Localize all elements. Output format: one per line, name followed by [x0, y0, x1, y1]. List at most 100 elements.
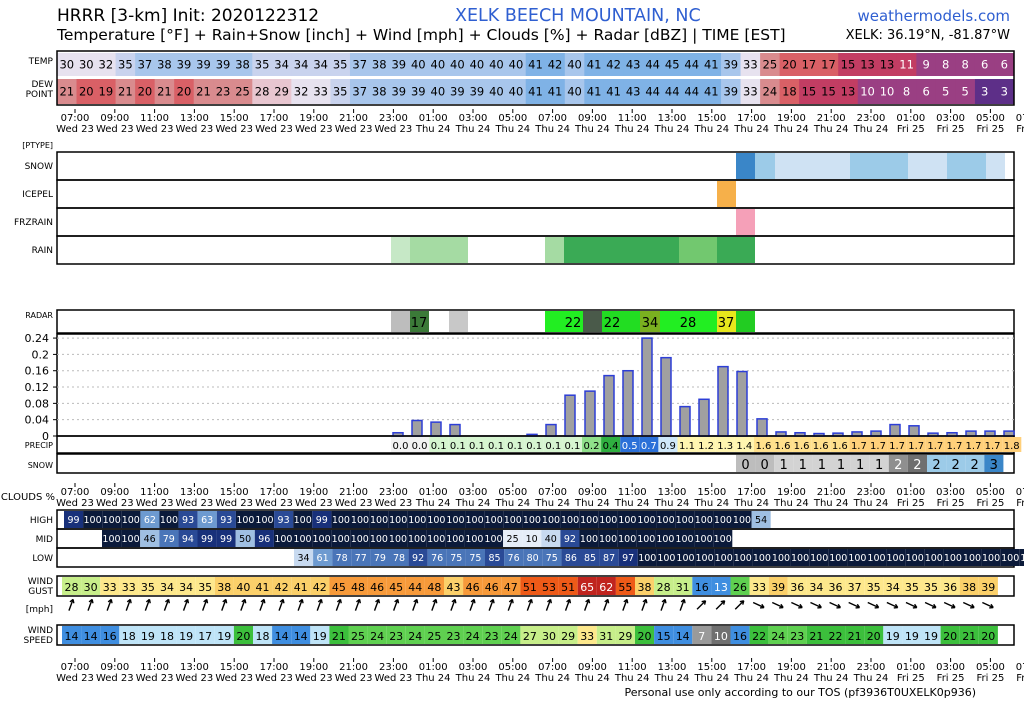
wind-speed-cell — [826, 626, 846, 644]
wind-speed-cell — [692, 626, 712, 644]
dewpoint-cell — [310, 79, 331, 104]
cloud-high-value: 100 — [695, 515, 713, 526]
radar-value: 22 — [604, 316, 621, 331]
temp-value: 8 — [942, 58, 949, 72]
snow-total-cell — [907, 455, 927, 472]
time-axis-mid-day: Thu 24 — [773, 498, 809, 509]
dewpoint-cell — [994, 79, 1015, 104]
dewpoint-value: 21 — [157, 85, 172, 99]
wind-gust-value: 45 — [332, 581, 346, 594]
cloud-low-value: 76 — [508, 553, 520, 564]
wind-arrow-head — [566, 598, 572, 604]
temp-value: 34 — [313, 58, 328, 72]
dewpoint-value: 6 — [922, 85, 929, 99]
wind-speed-cell — [214, 626, 234, 644]
snow-total-cell — [984, 455, 1004, 472]
cloud-mid-value: 100 — [675, 534, 693, 545]
cloud-low-cell — [828, 549, 848, 566]
ptype-snow-block — [850, 153, 908, 179]
cloud-mid-cell — [293, 530, 313, 547]
wind-gust-cell — [635, 577, 655, 595]
cloud-mid-cell — [312, 530, 332, 547]
wind-gust-cell — [539, 577, 559, 595]
time-axis-bottom-day: Wed 23 — [136, 673, 174, 684]
cloud-high-value: 93 — [278, 515, 290, 526]
cloud-high-value: 62 — [144, 515, 156, 526]
cloud-mid-value: 100 — [427, 534, 445, 545]
cloud-high-cell — [675, 511, 695, 528]
dewpoint-value: 40 — [509, 85, 524, 99]
station-coords: XELK: 36.19°N, -81.87°W — [845, 28, 1010, 43]
cloud-mid-cell — [503, 530, 523, 547]
cloud-low-value: 100 — [638, 553, 656, 564]
wind-speed-cell — [138, 626, 158, 644]
wind-arrow-head — [836, 603, 842, 609]
temp-cell — [838, 53, 859, 76]
dewpoint-cell — [974, 79, 995, 104]
snow-total-cell — [755, 455, 775, 472]
cloud-mid-value: 100 — [122, 534, 140, 545]
time-axis-top-day: Thu 24 — [733, 124, 769, 135]
wind-gust-value: 53 — [542, 581, 556, 594]
precip-total-cell — [868, 437, 888, 452]
precip-bar — [584, 390, 596, 437]
wind-speed-value: 30 — [542, 630, 556, 643]
cloud-mid-cell — [235, 530, 255, 547]
temp-value: 39 — [723, 58, 738, 72]
wind-direction-arrow — [771, 601, 784, 609]
wind-gust-label: WIND — [28, 577, 53, 587]
wind-arrow-head — [508, 598, 514, 604]
wind-gust-value: 26 — [733, 581, 747, 594]
cloud-mid-value: 10 — [526, 534, 538, 545]
tos-notice: Personal use only according to our TOS (… — [624, 686, 977, 699]
wind-arrow-head — [145, 598, 151, 604]
wind-speed-cell — [787, 626, 807, 644]
dewpoint-value: 15 — [802, 85, 817, 99]
wind-speed-value: 14 — [84, 630, 98, 643]
wind-direction-arrow — [545, 599, 552, 611]
wind-gust-value: 37 — [848, 581, 862, 594]
cloud-high-value: 100 — [351, 515, 369, 526]
snow-total-value: 3 — [990, 458, 998, 473]
time-axis-mid-time: 07:00 — [61, 487, 90, 498]
dewpoint-value: 41 — [548, 85, 563, 99]
temp-value: 6 — [1001, 58, 1008, 72]
snow-total-value: 1 — [856, 458, 864, 473]
snow-total-value: 1 — [837, 458, 845, 473]
cloud-high-cell — [656, 511, 676, 528]
precip-tick-label: 0.2 — [32, 348, 50, 361]
wind-arrow-head — [874, 603, 880, 609]
cloud-high-value: 100 — [389, 515, 407, 526]
cloud-low-cell — [656, 549, 676, 566]
dewpoint-cell — [564, 79, 585, 104]
wind-speed-value: 19 — [905, 630, 919, 643]
site-link[interactable]: weathermodels.com — [857, 7, 1010, 25]
temp-cell — [721, 53, 742, 76]
wind-speed-cell — [673, 626, 693, 644]
time-axis-bottom-time: 07:00 — [538, 662, 567, 673]
temp-cell — [408, 53, 429, 76]
temp-cell — [271, 53, 292, 76]
wind-gust-value: 33 — [122, 581, 136, 594]
precip-total-value: 1.4 — [736, 441, 752, 452]
dewpoint-cell — [857, 79, 878, 104]
wind-speed-value: 14 — [275, 630, 289, 643]
time-axis-top-time: 15:00 — [697, 113, 726, 124]
precip-total-cell — [467, 437, 487, 452]
time-axis-mid-time: 19:00 — [777, 487, 806, 498]
dewpoint-value: 35 — [333, 85, 348, 99]
dewpoint-cell — [838, 79, 859, 104]
wind-gust-cell — [692, 577, 712, 595]
cloud-mid-cell — [713, 530, 733, 547]
cloud-high-cell — [312, 511, 332, 528]
dewpoint-value: 21 — [118, 85, 133, 99]
time-axis-top-day: Wed 23 — [335, 124, 373, 135]
wind-arrow-head — [931, 603, 937, 609]
dewpoint-cell — [408, 79, 429, 104]
wind-speed-value: 22 — [829, 630, 843, 643]
time-axis-top-day: Fri 25 — [1016, 124, 1024, 135]
wind-direction-arrow — [412, 599, 418, 611]
dewpoint-value: 40 — [431, 85, 446, 99]
precip-total-cell — [1002, 437, 1022, 452]
wind-gust-value: 35 — [924, 581, 938, 594]
